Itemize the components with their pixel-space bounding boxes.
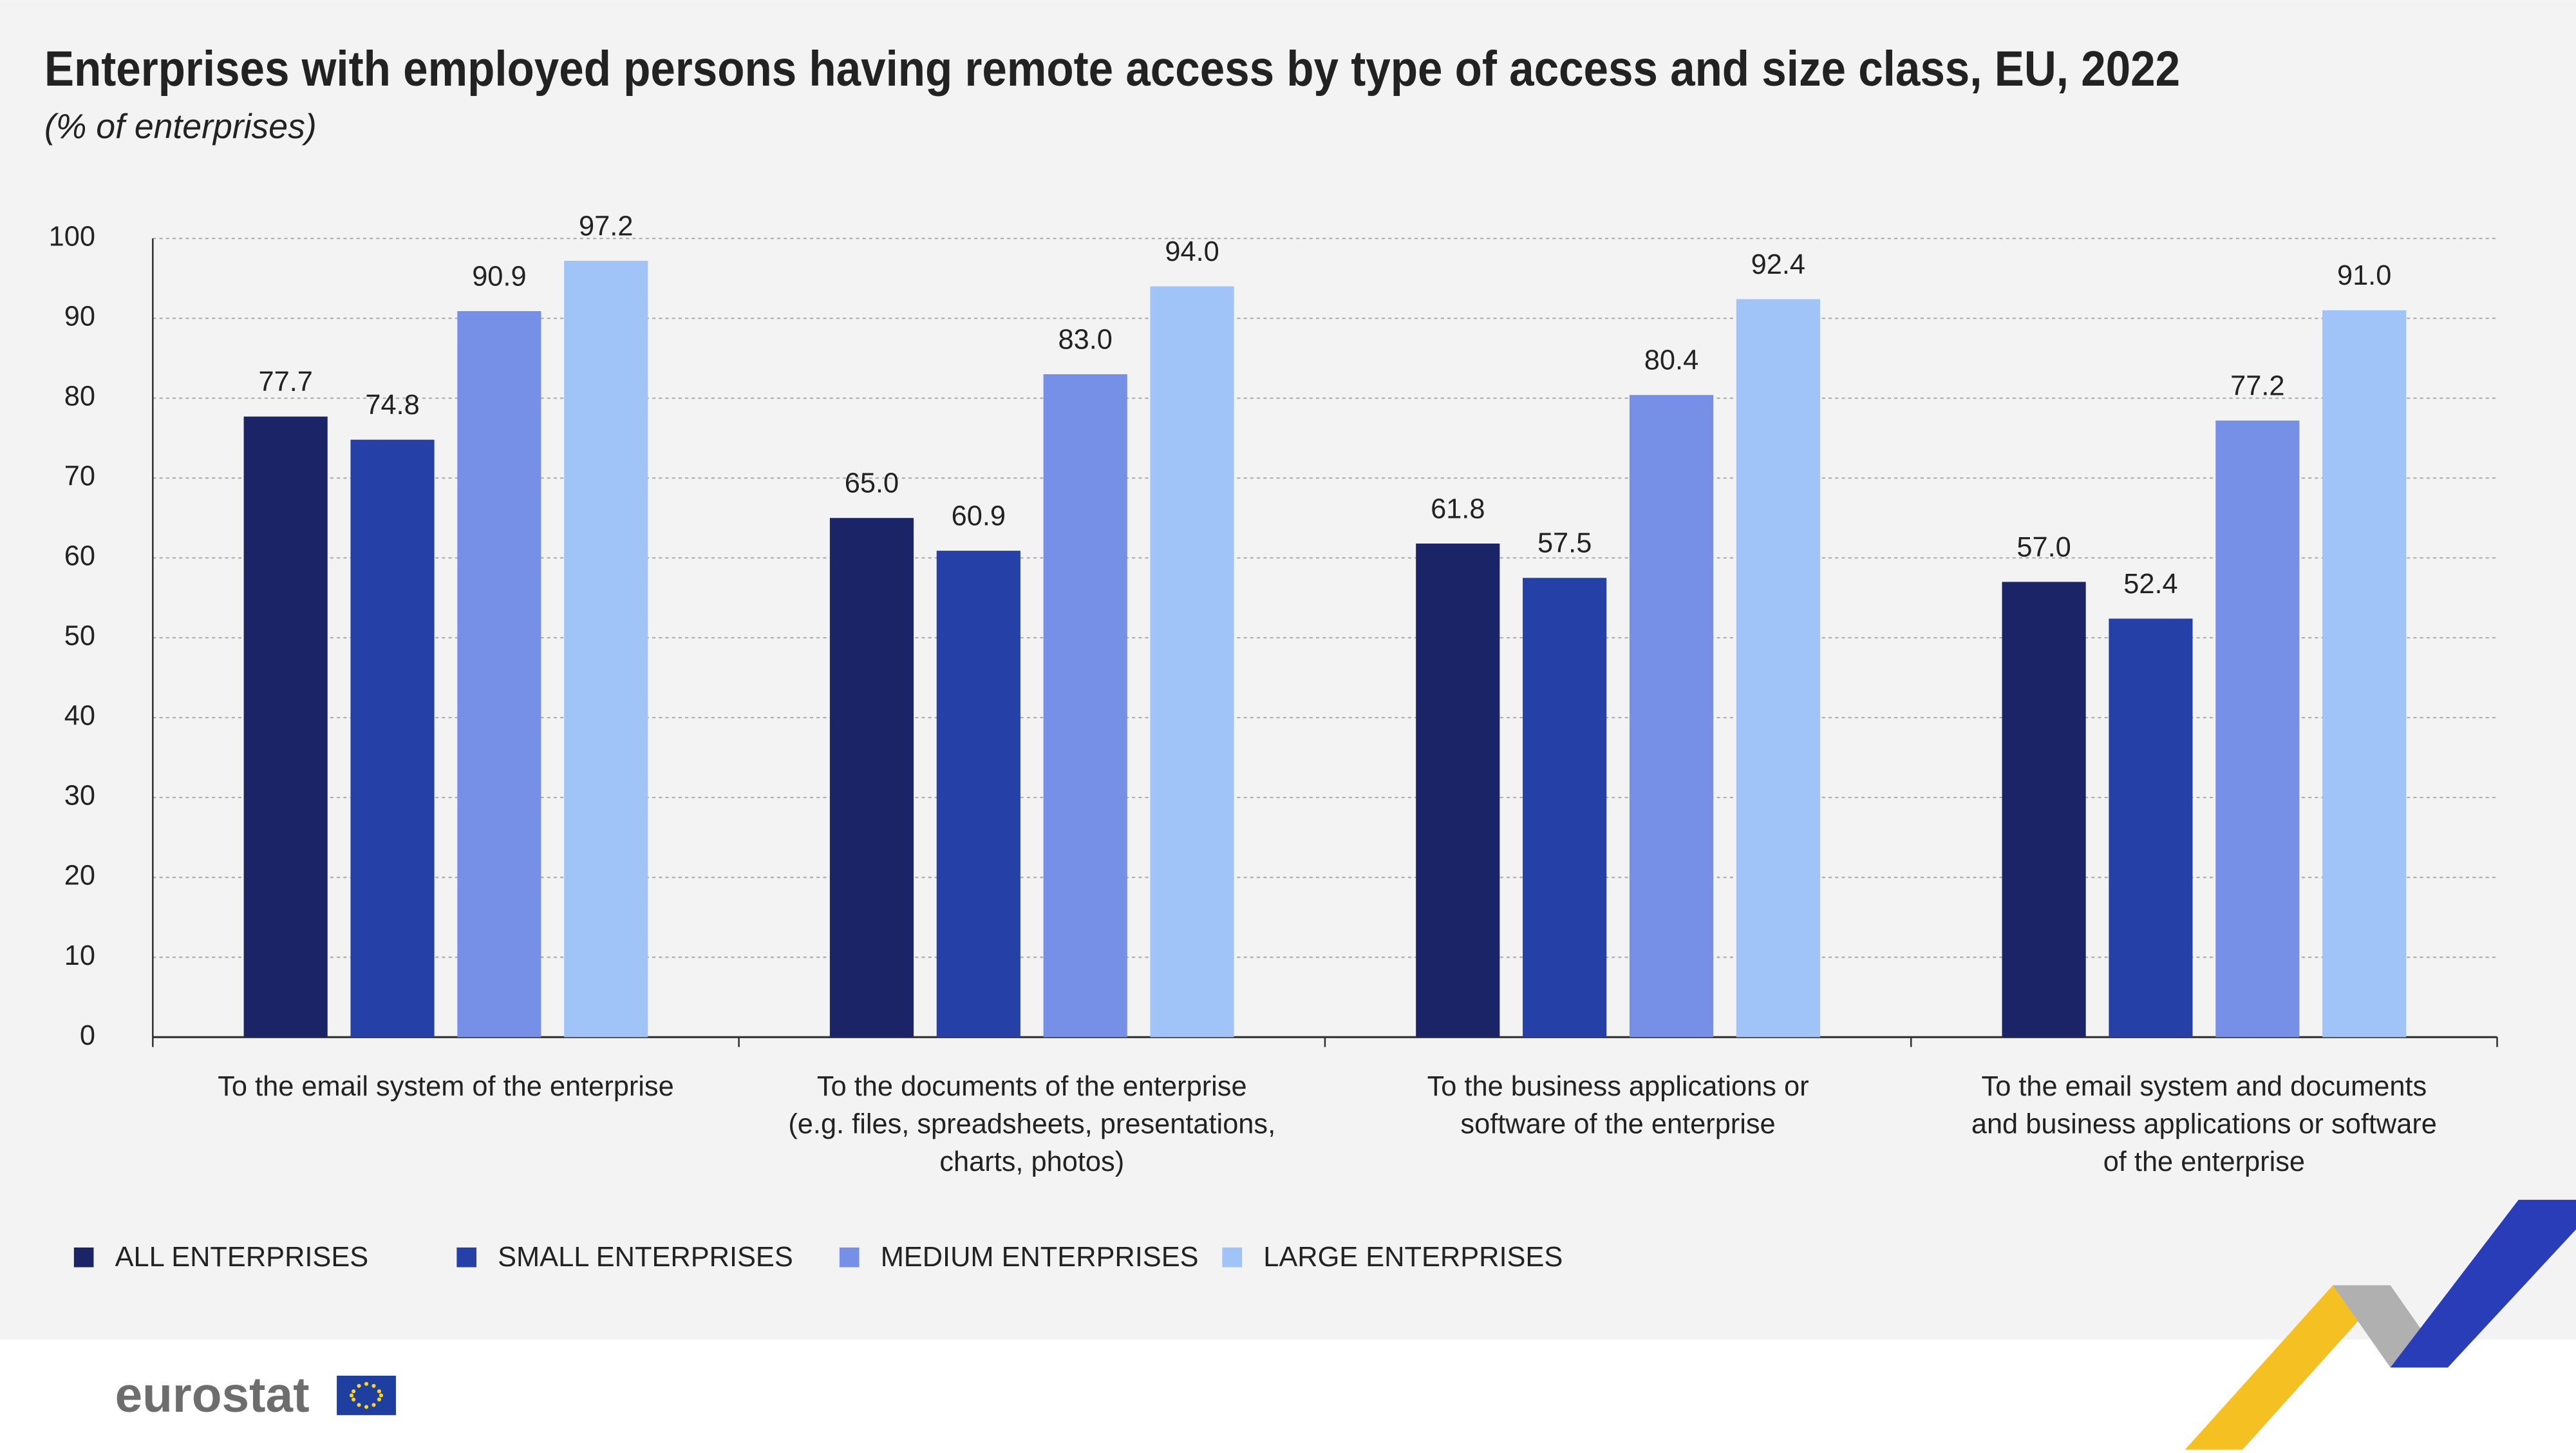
value-label: 65.0 bbox=[845, 468, 899, 499]
y-tick-label: 60 bbox=[64, 541, 95, 572]
legend-label: MEDIUM ENTERPRISES bbox=[881, 1242, 1199, 1273]
bar bbox=[1043, 374, 1127, 1038]
y-tick-label: 10 bbox=[64, 940, 95, 971]
value-label: 92.4 bbox=[1751, 249, 1805, 280]
value-label: 57.5 bbox=[1537, 528, 1592, 559]
x-tick-label: charts, photos) bbox=[939, 1146, 1124, 1177]
y-tick-label: 70 bbox=[64, 461, 95, 492]
legend-label: ALL ENTERPRISES bbox=[115, 1242, 369, 1273]
value-label: 60.9 bbox=[952, 501, 1006, 532]
bar bbox=[1736, 299, 1820, 1038]
bar bbox=[2109, 618, 2193, 1038]
bar bbox=[2215, 420, 2300, 1038]
value-label: 91.0 bbox=[2337, 260, 2391, 291]
value-label: 83.0 bbox=[1058, 324, 1112, 355]
bar bbox=[1523, 578, 1607, 1038]
value-label: 61.8 bbox=[1431, 493, 1485, 524]
legend-label: SMALL ENTERPRISES bbox=[498, 1242, 793, 1273]
value-label: 52.4 bbox=[2123, 569, 2177, 600]
y-tick-label: 30 bbox=[64, 781, 95, 812]
value-label: 77.2 bbox=[2230, 370, 2284, 401]
y-tick-label: 40 bbox=[64, 701, 95, 732]
x-tick-label: To the email system of the enterprise bbox=[218, 1071, 674, 1102]
x-tick-label: of the enterprise bbox=[2103, 1146, 2305, 1177]
y-tick-label: 100 bbox=[49, 222, 95, 252]
value-label: 57.0 bbox=[2017, 532, 2071, 563]
bar bbox=[1629, 395, 1714, 1038]
value-label: 74.8 bbox=[365, 390, 419, 421]
x-tick-label: (e.g. files, spreadsheets, presentations… bbox=[788, 1109, 1275, 1140]
eu-flag bbox=[337, 1375, 396, 1416]
x-tick-label: software of the enterprise bbox=[1460, 1109, 1775, 1140]
logo-text: eurostat bbox=[115, 1368, 310, 1423]
bar bbox=[1416, 543, 1500, 1038]
bar bbox=[350, 439, 435, 1038]
y-tick-label: 90 bbox=[64, 301, 95, 332]
y-tick-label: 80 bbox=[64, 381, 95, 412]
decor-yellow bbox=[2185, 1285, 2391, 1450]
legend-swatch bbox=[839, 1247, 860, 1268]
y-tick-label: 50 bbox=[64, 621, 95, 652]
y-tick-label: 20 bbox=[64, 860, 95, 891]
bar bbox=[243, 416, 328, 1038]
legend-label: LARGE ENTERPRISES bbox=[1263, 1242, 1563, 1273]
decor-blue bbox=[2390, 1199, 2576, 1368]
value-label: 90.9 bbox=[472, 261, 526, 292]
chart-title: Enterprises with employed persons having… bbox=[44, 42, 2180, 97]
x-tick-label: To the email system and documents bbox=[1982, 1071, 2427, 1102]
bar bbox=[564, 260, 648, 1038]
legend-swatch bbox=[1222, 1247, 1243, 1268]
value-label: 77.7 bbox=[258, 366, 312, 397]
plot: 0 10 20 30 40 50 60 70 80 90 100 To the email syste… bbox=[49, 211, 2498, 1273]
bar bbox=[829, 518, 914, 1038]
bar bbox=[1150, 286, 1234, 1038]
x-tick-label: To the documents of the enterprise bbox=[817, 1071, 1247, 1102]
eu-stars bbox=[349, 1382, 384, 1409]
chart-subtitle: (% of enterprises) bbox=[44, 108, 317, 146]
y-tick-label: 0 bbox=[80, 1020, 95, 1051]
value-label: 80.4 bbox=[1644, 345, 1698, 376]
x-tick-label: and business applications or software bbox=[1971, 1109, 2437, 1140]
bar bbox=[457, 311, 541, 1038]
x-tick-label: To the business applications or bbox=[1427, 1071, 1809, 1102]
bar bbox=[2002, 582, 2086, 1038]
legend-swatch bbox=[73, 1247, 94, 1268]
bar bbox=[936, 551, 1020, 1038]
value-label: 97.2 bbox=[579, 211, 633, 242]
bar bbox=[2322, 310, 2407, 1038]
value-label: 94.0 bbox=[1165, 236, 1219, 267]
legend-swatch bbox=[456, 1247, 476, 1268]
footer-background bbox=[0, 1339, 2576, 1450]
